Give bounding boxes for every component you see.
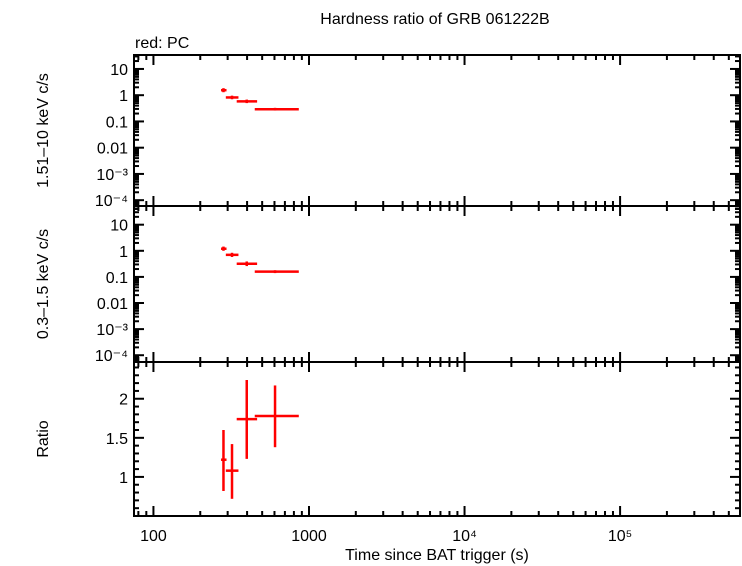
data-point <box>236 99 258 104</box>
y-tick-label: 1.5 <box>106 431 128 448</box>
plot-frame <box>133 361 741 517</box>
y-axis-label: 1.51–10 keV c/s <box>35 73 52 188</box>
y-tick-label: 0.1 <box>106 114 128 131</box>
data-point <box>254 270 299 274</box>
data-point <box>254 385 299 448</box>
plot-frame <box>133 205 741 363</box>
y-tick-label: 0.1 <box>106 270 128 287</box>
panel-middle: 10 1 0.1 0.01 10⁻³ 10⁻⁴ 0.3–1.5 keV c/s <box>35 205 741 365</box>
data-point <box>236 379 258 459</box>
y-tick-label: 0.01 <box>97 141 128 158</box>
y-tick-label: 10⁻³ <box>96 322 128 339</box>
data-point <box>221 246 227 251</box>
chart-title: Hardness ratio of GRB 061222B <box>320 11 549 28</box>
x-tick-label: 1000 <box>291 528 327 545</box>
x-axis-label: Time since BAT trigger (s) <box>345 547 529 564</box>
data-point <box>221 430 227 491</box>
y-tick-label: 2 <box>119 392 128 409</box>
data-point <box>236 261 258 267</box>
y-tick-label: 10⁻⁴ <box>95 348 128 365</box>
y-tick-label: 1 <box>119 88 128 105</box>
y-tick-label: 0.01 <box>97 296 128 313</box>
data-point <box>225 95 239 100</box>
data-point <box>225 252 239 257</box>
y-axis-label: Ratio <box>35 420 52 457</box>
data-point <box>221 88 227 93</box>
y-tick-label: 10⁻⁴ <box>95 193 128 210</box>
data-point <box>254 107 299 111</box>
y-axis-label: 0.3–1.5 keV c/s <box>35 229 52 339</box>
x-tick-label: 10⁵ <box>608 528 632 545</box>
panel-top: 10 1 0.1 0.01 10⁻³ 10⁻⁴ 1.51–10 keV c/s <box>35 54 741 210</box>
y-tick-label: 10⁻³ <box>96 167 128 184</box>
x-tick-label: 100 <box>140 528 167 545</box>
data-point <box>225 444 239 499</box>
x-tick-label: 10⁴ <box>452 528 477 545</box>
plot-frame <box>133 54 741 207</box>
y-tick-label: 1 <box>119 470 128 487</box>
panel-bottom: 2 1.5 1 100 1000 10⁴ 10⁵ Ratio Time since BAT tr… <box>35 361 741 564</box>
y-tick-label: 1 <box>119 244 128 261</box>
y-tick-label: 10 <box>110 62 128 79</box>
y-tick-label: 10 <box>110 218 128 235</box>
legend-note: red: PC <box>135 35 189 52</box>
